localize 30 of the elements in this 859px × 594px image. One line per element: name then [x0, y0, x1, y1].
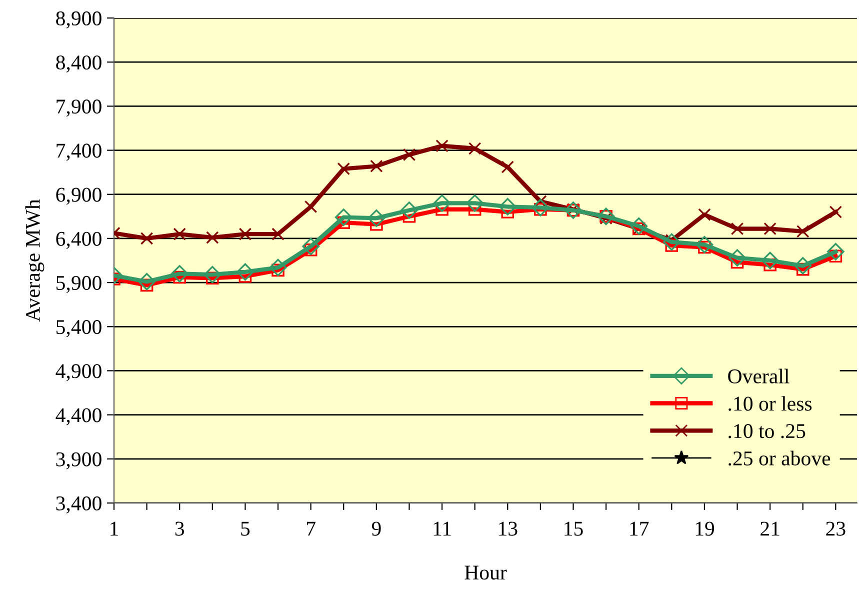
y-tick-label: 3,900: [56, 452, 102, 470]
x-tick-label: 5: [241, 522, 250, 536]
y-tick-label: 7,900: [56, 100, 102, 117]
x-tick-label: 21: [760, 522, 780, 536]
legend-label: .10 to .25: [728, 424, 806, 438]
y-tick-label: 4,900: [56, 364, 102, 382]
x-tick-label: 9: [372, 522, 381, 536]
y-tick-label: 5,400: [56, 320, 102, 338]
legend-label: .25 or above: [728, 450, 830, 466]
y-tick-label: 6,400: [56, 232, 102, 249]
x-tick-label: 3: [175, 522, 184, 536]
x-tick-label: 7: [306, 522, 316, 536]
x-tick-label: 19: [696, 522, 714, 536]
y-tick-label: 7,400: [56, 144, 102, 161]
y-tick-label: 5,900: [56, 276, 102, 293]
x-tick-label: 11: [434, 522, 451, 536]
y-tick-label: 3,400: [56, 496, 102, 514]
y-tick-label: 6,900: [56, 188, 102, 205]
x-tick-label: 13: [499, 522, 518, 536]
x-tick-label: 1: [110, 522, 118, 536]
x-tick-label: 15: [564, 522, 583, 536]
x-tick-label: 17: [630, 522, 649, 536]
legend-label: Overall: [728, 368, 790, 384]
x-axis-title: Hour: [464, 566, 507, 580]
legend-label: .10 or less: [728, 396, 812, 411]
y-axis-title: Average MWh: [25, 199, 44, 322]
x-tick-label: 23: [826, 522, 846, 536]
y-tick-label: 8,900: [56, 11, 102, 28]
y-tick-label: 4,400: [56, 408, 102, 426]
y-tick-label: 8,400: [56, 55, 102, 73]
